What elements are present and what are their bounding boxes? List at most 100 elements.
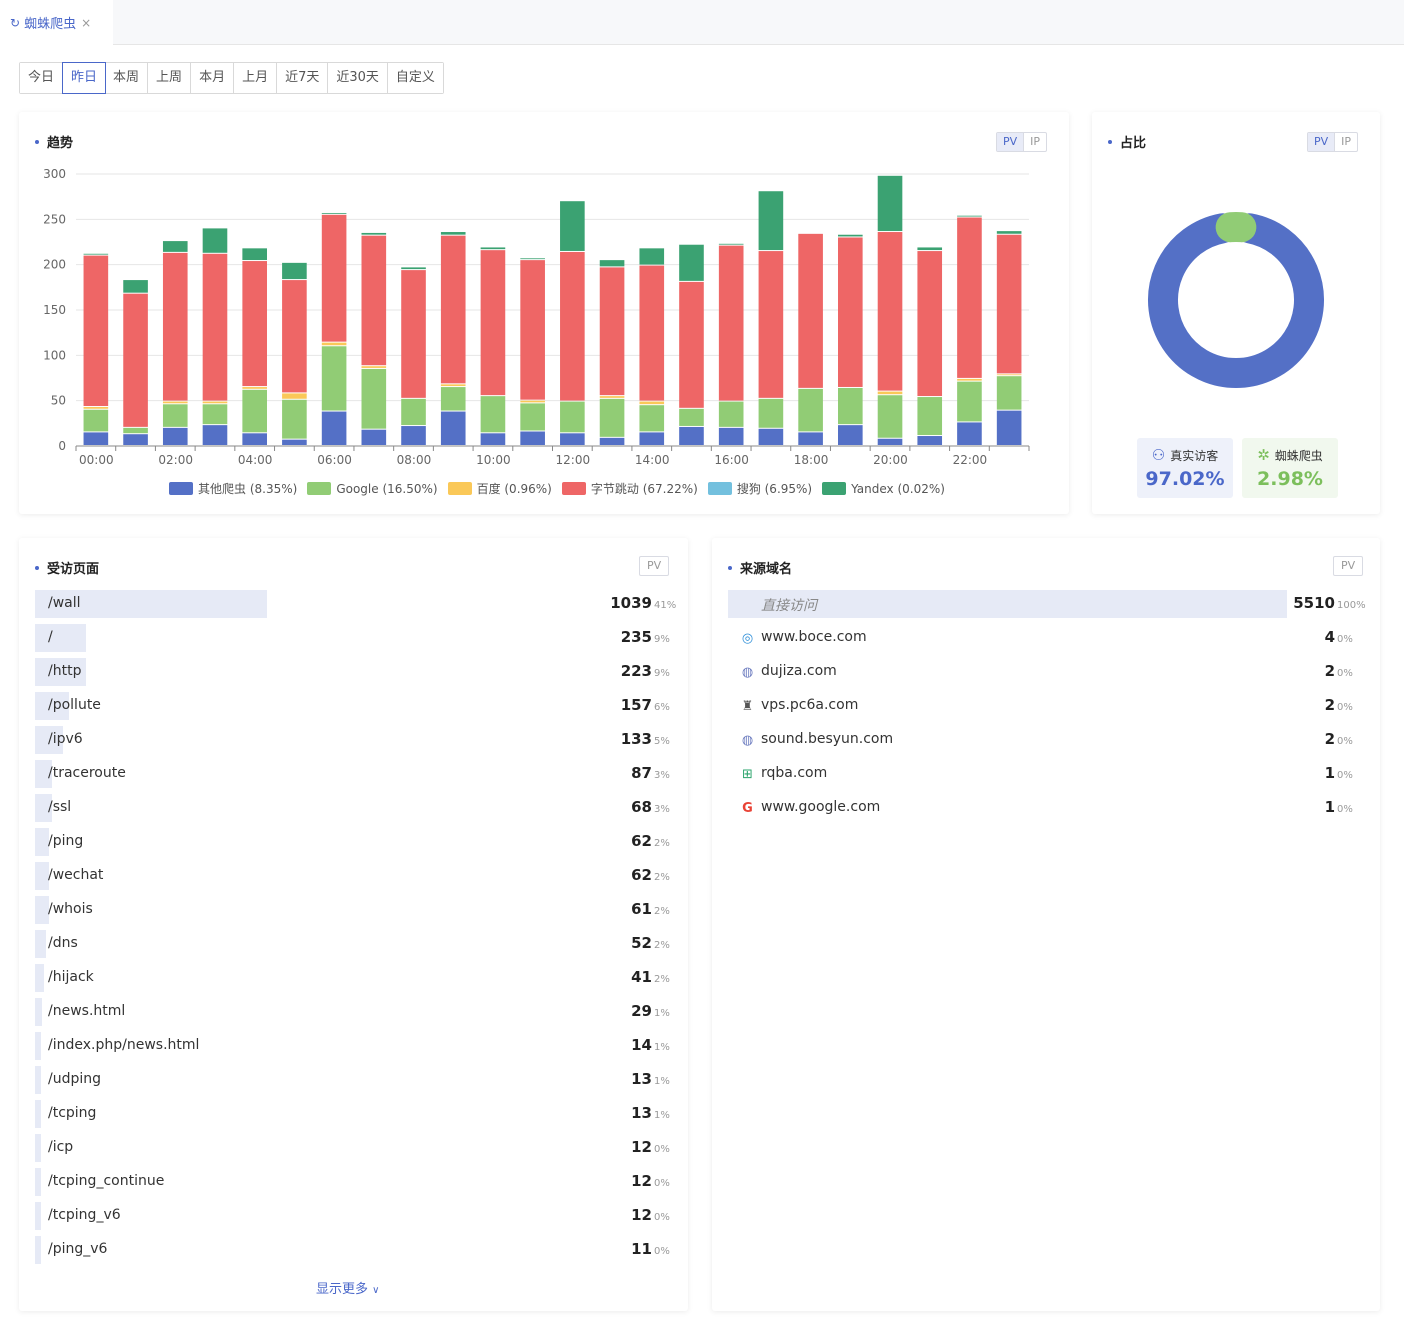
page-row[interactable]: / 235 9% bbox=[35, 624, 670, 658]
bar-segment[interactable] bbox=[282, 399, 307, 439]
bar-segment[interactable] bbox=[162, 401, 188, 404]
legend-item[interactable]: 其他爬虫 (8.35%) bbox=[169, 480, 297, 497]
bar-segment[interactable] bbox=[718, 243, 744, 245]
bar-segment[interactable] bbox=[440, 387, 466, 411]
bar-segment[interactable] bbox=[162, 427, 188, 445]
page-row[interactable]: /hijack 41 2% bbox=[35, 964, 670, 998]
bar-segment[interactable] bbox=[639, 432, 665, 445]
bar-segment[interactable] bbox=[440, 232, 466, 235]
bar-segment[interactable] bbox=[520, 260, 545, 400]
domain-row[interactable]: ◍ sound.besyun.com 2 0% bbox=[728, 726, 1363, 760]
bar-segment[interactable] bbox=[877, 232, 903, 391]
bar-segment[interactable] bbox=[321, 346, 347, 411]
page-row[interactable]: /ping 62 2% bbox=[35, 828, 670, 862]
bar-segment[interactable] bbox=[560, 433, 585, 445]
bar-segment[interactable] bbox=[718, 245, 744, 401]
bar-segment[interactable] bbox=[599, 398, 625, 437]
bar-segment[interactable] bbox=[917, 251, 943, 397]
bar-segment[interactable] bbox=[996, 234, 1022, 374]
bar-segment[interactable] bbox=[202, 401, 228, 404]
bar-segment[interactable] bbox=[480, 250, 506, 396]
range-button-0[interactable]: 今日 bbox=[20, 63, 64, 93]
bar-segment[interactable] bbox=[202, 228, 228, 253]
page-row[interactable]: /pollute 157 6% bbox=[35, 692, 670, 726]
bar-segment[interactable] bbox=[957, 422, 982, 445]
bar-segment[interactable] bbox=[361, 235, 387, 366]
bar-segment[interactable] bbox=[679, 408, 704, 426]
ratio-ip-toggle[interactable]: IP bbox=[1334, 133, 1357, 151]
bar-segment[interactable] bbox=[401, 426, 426, 445]
domain-row[interactable]: ⊞ rqba.com 1 0% bbox=[728, 760, 1363, 794]
range-button-2[interactable]: 本周 bbox=[105, 63, 149, 93]
bar-segment[interactable] bbox=[123, 280, 148, 293]
bar-segment[interactable] bbox=[877, 175, 903, 232]
bar-segment[interactable] bbox=[361, 232, 387, 235]
bar-segment[interactable] bbox=[123, 427, 148, 434]
tab-spider[interactable]: ↻ 蜘蛛爬虫 × bbox=[0, 0, 113, 45]
bar-segment[interactable] bbox=[361, 368, 387, 429]
bar-segment[interactable] bbox=[838, 387, 863, 425]
refresh-icon[interactable]: ↻ bbox=[10, 15, 21, 30]
legend-item[interactable]: 百度 (0.96%) bbox=[447, 480, 552, 497]
bar-segment[interactable] bbox=[242, 248, 267, 261]
bar-segment[interactable] bbox=[798, 432, 823, 445]
bar-segment[interactable] bbox=[520, 403, 545, 431]
bar-segment[interactable] bbox=[917, 436, 943, 445]
bar-segment[interactable] bbox=[242, 433, 267, 445]
bar-segment[interactable] bbox=[321, 212, 347, 214]
bar-segment[interactable] bbox=[996, 231, 1022, 234]
range-button-8[interactable]: 自定义 bbox=[387, 63, 443, 93]
page-row[interactable]: /http 223 9% bbox=[35, 658, 670, 692]
bar-segment[interactable] bbox=[758, 398, 784, 428]
bar-segment[interactable] bbox=[321, 214, 347, 342]
trend-ip-toggle[interactable]: IP bbox=[1023, 133, 1046, 151]
page-row[interactable]: /news.html 29 1% bbox=[35, 998, 670, 1032]
bar-segment[interactable] bbox=[202, 425, 228, 445]
bar-segment[interactable] bbox=[639, 248, 665, 265]
bar-segment[interactable] bbox=[758, 251, 784, 398]
pages-pv-toggle[interactable]: PV bbox=[639, 556, 670, 576]
page-row[interactable]: /ipv6 133 5% bbox=[35, 726, 670, 760]
domain-row[interactable]: ◍ dujiza.com 2 0% bbox=[728, 658, 1363, 692]
bar-segment[interactable] bbox=[401, 267, 426, 270]
bar-segment[interactable] bbox=[798, 388, 823, 432]
bar-segment[interactable] bbox=[83, 409, 109, 432]
bar-segment[interactable] bbox=[480, 396, 506, 433]
bar-segment[interactable] bbox=[361, 366, 387, 368]
range-button-6[interactable]: 近7天 bbox=[277, 63, 329, 93]
bar-segment[interactable] bbox=[440, 384, 466, 387]
bar-segment[interactable] bbox=[440, 235, 466, 384]
ratio-pv-toggle[interactable]: PV bbox=[1308, 133, 1335, 151]
bar-segment[interactable] bbox=[560, 251, 585, 401]
bar-segment[interactable] bbox=[877, 395, 903, 438]
bar-segment[interactable] bbox=[123, 434, 148, 445]
bar-segment[interactable] bbox=[162, 252, 188, 401]
bar-segment[interactable] bbox=[599, 267, 625, 396]
bar-segment[interactable] bbox=[957, 217, 982, 378]
bar-segment[interactable] bbox=[282, 393, 307, 399]
show-more-link[interactable]: 显示更多 ∨ bbox=[316, 1278, 379, 1297]
bar-segment[interactable] bbox=[639, 265, 665, 401]
bar-segment[interactable] bbox=[83, 253, 109, 255]
bar-segment[interactable] bbox=[202, 404, 228, 425]
domain-row[interactable]: ♜ vps.pc6a.com 2 0% bbox=[728, 692, 1363, 726]
bar-segment[interactable] bbox=[242, 389, 267, 433]
legend-item[interactable]: 字节跳动 (67.22%) bbox=[561, 480, 698, 497]
bar-segment[interactable] bbox=[162, 241, 188, 252]
bar-segment[interactable] bbox=[718, 401, 744, 427]
page-row[interactable]: /index.php/news.html 14 1% bbox=[35, 1032, 670, 1066]
page-row[interactable]: /ping_v6 11 0% bbox=[35, 1236, 670, 1270]
bar-segment[interactable] bbox=[838, 425, 863, 445]
bar-segment[interactable] bbox=[718, 427, 744, 445]
bar-segment[interactable] bbox=[560, 401, 585, 433]
page-row[interactable]: /udping 13 1% bbox=[35, 1066, 670, 1100]
range-button-1[interactable]: 昨日 bbox=[62, 62, 107, 94]
bar-segment[interactable] bbox=[996, 374, 1022, 376]
domains-pv-toggle[interactable]: PV bbox=[1333, 556, 1364, 576]
bar-segment[interactable] bbox=[321, 342, 347, 346]
bar-segment[interactable] bbox=[321, 411, 347, 445]
bar-segment[interactable] bbox=[560, 201, 585, 251]
bar-segment[interactable] bbox=[401, 270, 426, 398]
bar-segment[interactable] bbox=[957, 215, 982, 217]
bar-segment[interactable] bbox=[679, 426, 704, 445]
